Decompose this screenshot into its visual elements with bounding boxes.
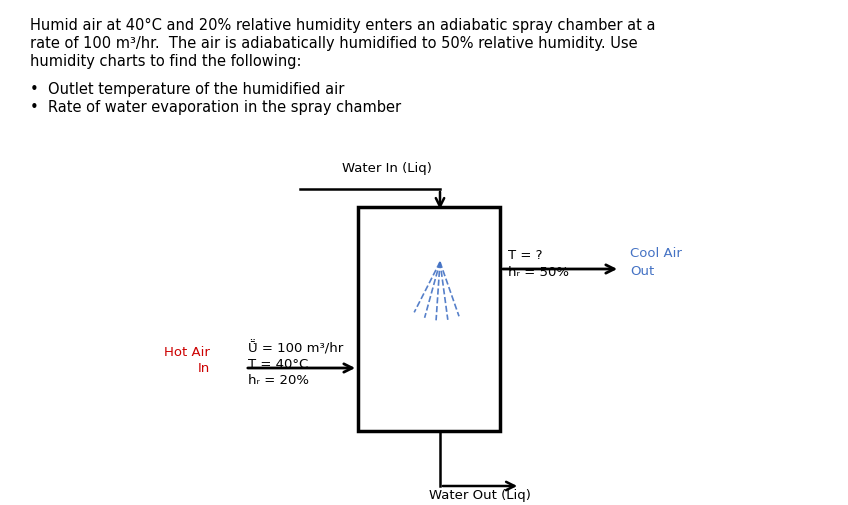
Text: Cool Air: Cool Air <box>630 246 682 260</box>
Text: humidity charts to find the following:: humidity charts to find the following: <box>30 54 302 69</box>
Text: In: In <box>198 361 210 374</box>
Text: Hot Air: Hot Air <box>165 345 210 358</box>
Text: T = ?: T = ? <box>508 248 543 262</box>
Text: Water In (Liq): Water In (Liq) <box>342 162 432 175</box>
Text: hᵣ = 50%: hᵣ = 50% <box>508 266 569 278</box>
Text: hᵣ = 20%: hᵣ = 20% <box>248 373 309 386</box>
Text: Water Out (Liq): Water Out (Liq) <box>429 488 531 501</box>
Text: •  Outlet temperature of the humidified air: • Outlet temperature of the humidified a… <box>30 82 344 97</box>
Text: Ṻ̇ = 100 m³/hr: Ṻ̇ = 100 m³/hr <box>248 340 343 355</box>
Text: •  Rate of water evaporation in the spray chamber: • Rate of water evaporation in the spray… <box>30 100 401 115</box>
Bar <box>358 208 500 431</box>
Text: Out: Out <box>630 265 655 277</box>
Text: Humid air at 40°C and 20% relative humidity enters an adiabatic spray chamber at: Humid air at 40°C and 20% relative humid… <box>30 18 656 33</box>
Text: T = 40°C: T = 40°C <box>248 358 309 370</box>
Text: rate of 100 m³/hr.  The air is adiabatically humidified to 50% relative humidity: rate of 100 m³/hr. The air is adiabatica… <box>30 36 638 51</box>
